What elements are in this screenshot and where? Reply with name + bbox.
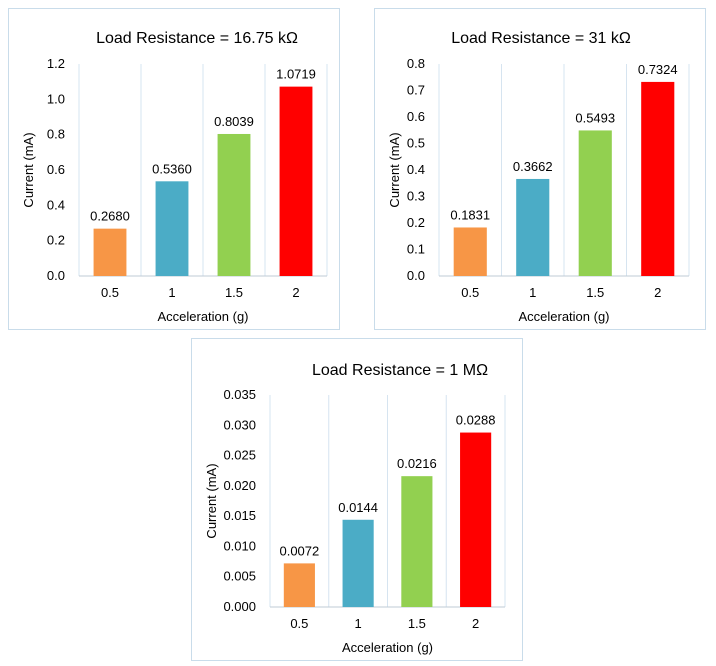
bar <box>279 86 313 276</box>
x-tick-label: 1.5 <box>586 285 604 300</box>
y-tick-label: 1.2 <box>47 56 65 71</box>
data-label: 0.0144 <box>338 500 378 515</box>
y-axis-label: Current (mA) <box>387 132 402 207</box>
x-tick-label: 0.5 <box>290 616 308 631</box>
bar <box>578 130 612 276</box>
y-tick-label: 0.2 <box>407 215 425 230</box>
x-tick-label: 2 <box>654 285 661 300</box>
data-label: 0.0216 <box>397 456 437 471</box>
x-tick-label: 0.5 <box>101 285 119 300</box>
bar-chart-1-mohm: Load Resistance = 1 MΩ 0.000 0.005 0.010 0.0… <box>204 362 506 655</box>
y-tick-label: 0.6 <box>407 109 425 124</box>
y-tick-label: 0.0 <box>407 268 425 283</box>
x-axis-label: Acceleration (g) <box>157 309 248 324</box>
y-tick-label: 0.3 <box>407 189 425 204</box>
y-tick-label: 0.020 <box>223 478 256 493</box>
y-tick-label: 0.030 <box>223 417 256 432</box>
y-tick-label: 0.6 <box>47 162 65 177</box>
x-tick-label: 1 <box>355 616 362 631</box>
bar <box>342 519 374 607</box>
chart-panel-1-mohm: Load Resistance = 1 MΩ 0.000 0.005 0.010 0.0… <box>191 338 523 661</box>
bar <box>155 181 189 276</box>
bar <box>460 432 492 607</box>
data-label: 1.0719 <box>276 67 316 82</box>
bar <box>641 81 675 276</box>
data-label: 0.7324 <box>638 62 678 77</box>
chart-panel-16-75-kohm: Load Resistance = 16.75 kΩ 0.0 0.2 0.4 0.6 0.… <box>8 8 340 330</box>
x-tick-label: 1 <box>168 285 175 300</box>
y-tick-label: 0.8 <box>47 127 65 142</box>
bar <box>453 227 487 276</box>
y-axis-label: Current (mA) <box>21 132 36 207</box>
data-label: 0.8039 <box>214 114 254 129</box>
y-tick-label: 0.0 <box>47 268 65 283</box>
y-tick-label: 0.035 <box>223 387 256 402</box>
bar-chart-16-75-kohm: Load Resistance = 16.75 kΩ 0.0 0.2 0.4 0.6 0.… <box>21 30 328 324</box>
chart-title: Load Resistance = 16.75 kΩ <box>96 30 298 47</box>
y-tick-label: 0.025 <box>223 448 256 463</box>
x-tick-label: 1.5 <box>408 616 426 631</box>
y-tick-label: 1.0 <box>47 91 65 106</box>
data-label: 0.1831 <box>450 207 490 222</box>
data-label: 0.0072 <box>279 543 319 558</box>
y-tick-label: 0.1 <box>407 242 425 257</box>
x-tick-label: 2 <box>292 285 299 300</box>
data-label: 0.0288 <box>456 413 496 428</box>
y-tick-label: 0.7 <box>407 83 425 98</box>
y-tick-label: 0.4 <box>47 197 65 212</box>
y-tick-label: 0.4 <box>407 162 425 177</box>
x-tick-label: 2 <box>472 616 479 631</box>
x-tick-label: 1 <box>529 285 536 300</box>
chart-title: Load Resistance = 1 MΩ <box>312 362 488 379</box>
y-tick-label: 0.000 <box>223 599 256 614</box>
data-label: 0.2680 <box>90 209 130 224</box>
chart-title: Load Resistance = 31 kΩ <box>451 30 631 47</box>
data-label: 0.3662 <box>513 159 553 174</box>
chart-panel-31-kohm: Load Resistance = 31 kΩ 0.0 0.1 0.2 0.3 0.4 0.… <box>374 8 706 330</box>
bar <box>217 133 251 276</box>
data-label: 0.5493 <box>575 110 615 125</box>
x-axis-label: Acceleration (g) <box>342 640 433 655</box>
y-axis-label: Current (mA) <box>204 463 219 538</box>
bar <box>401 476 433 607</box>
bar <box>516 178 550 276</box>
y-tick-label: 0.5 <box>407 136 425 151</box>
x-tick-label: 1.5 <box>225 285 243 300</box>
bar <box>283 563 315 607</box>
y-tick-label: 0.015 <box>223 508 256 523</box>
y-tick-label: 0.005 <box>223 569 256 584</box>
y-tick-label: 0.010 <box>223 538 256 553</box>
x-axis-label: Acceleration (g) <box>518 309 609 324</box>
bar-chart-31-kohm: Load Resistance = 31 kΩ 0.0 0.1 0.2 0.3 0.4 0.… <box>387 30 690 324</box>
data-label: 0.5360 <box>152 161 192 176</box>
y-tick-label: 0.8 <box>407 56 425 71</box>
bar <box>93 228 127 276</box>
y-tick-label: 0.2 <box>47 233 65 248</box>
x-tick-label: 0.5 <box>461 285 479 300</box>
